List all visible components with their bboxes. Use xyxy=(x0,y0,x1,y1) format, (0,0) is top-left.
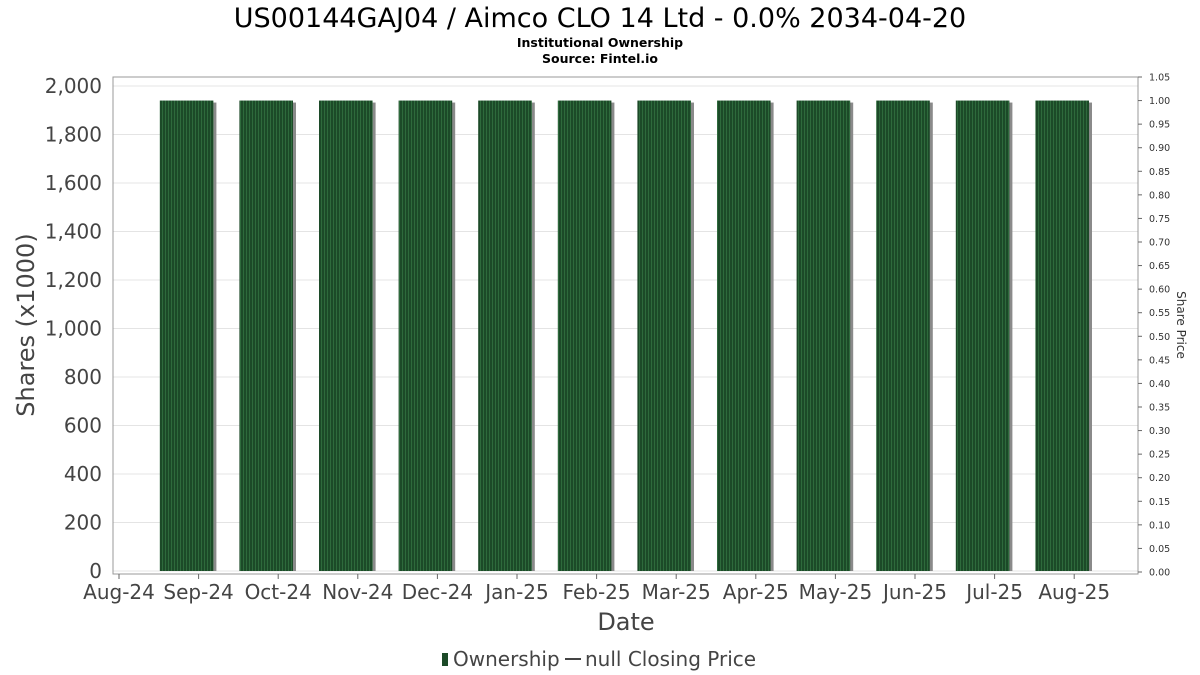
y2-tick-label: 0.30 xyxy=(1149,426,1170,437)
x-tick-label: Apr-25 xyxy=(723,580,789,604)
y2-axis-title: Share Price xyxy=(1174,291,1188,359)
y-tick-label: 200 xyxy=(64,511,102,535)
ownership-bar xyxy=(955,100,1010,572)
y-tick-label: 1,400 xyxy=(45,220,102,244)
y2-tick-label: 0.00 xyxy=(1149,568,1170,579)
y2-tick-label: 0.85 xyxy=(1149,167,1170,178)
ownership-bar xyxy=(637,100,691,572)
x-tick-label: Jan-25 xyxy=(483,580,549,604)
y2-tick-label: 0.65 xyxy=(1149,261,1170,272)
y-tick-label: 2,000 xyxy=(45,74,102,98)
y2-tick-label: 0.95 xyxy=(1149,120,1170,131)
y2-tick-label: 0.60 xyxy=(1149,285,1170,296)
x-tick-label: Oct-24 xyxy=(245,580,312,604)
x-tick-label: Nov-24 xyxy=(322,580,393,604)
y-axis-title: Shares (x1000) xyxy=(12,233,40,416)
plot-frame xyxy=(112,76,1139,575)
y-tick-label: 1,800 xyxy=(45,123,102,147)
x-tick-label: Sep-24 xyxy=(163,580,233,604)
x-tick-label: Aug-24 xyxy=(83,580,155,604)
bars-layer xyxy=(159,100,1092,572)
x-tick-label: Dec-24 xyxy=(402,580,473,604)
y-tick-label: 400 xyxy=(64,462,102,486)
y2-tick-label: 0.70 xyxy=(1149,238,1170,249)
y-tick-label: 1,600 xyxy=(45,171,102,195)
y-tick-label: 0 xyxy=(89,559,102,583)
ownership-bar xyxy=(319,100,373,572)
y2-tick-label: 0.25 xyxy=(1149,450,1170,461)
y2-tick-label: 0.80 xyxy=(1149,190,1170,201)
y-tick-label: 800 xyxy=(64,365,102,389)
legend: Ownership null Closing Price xyxy=(442,647,756,671)
x-axis-ticks: Aug-24 Sep-24 Oct-24 Nov-24 Dec-24 Jan-25 Feb-… xyxy=(83,574,1110,604)
ownership-bar xyxy=(398,100,453,572)
x-axis-title: Date xyxy=(597,608,654,636)
y2-tick-label: 0.10 xyxy=(1149,520,1170,531)
ownership-bar xyxy=(159,100,214,572)
y2-tick-label: 0.45 xyxy=(1149,355,1170,366)
legend-item-closing-price: null Closing Price xyxy=(585,647,756,671)
x-tick-label: Mar-25 xyxy=(642,580,711,604)
ownership-bar xyxy=(717,100,771,572)
ownership-bar xyxy=(557,100,612,572)
y2-tick-label: 0.50 xyxy=(1149,332,1170,343)
y-axis-ticks: 0 200 400 600 800 1,000 1,200 1,400 1,600 1,800 2,… xyxy=(45,74,102,583)
x-tick-label: Aug-25 xyxy=(1038,580,1110,604)
y2-tick-label: 1.05 xyxy=(1149,73,1170,84)
ownership-bar xyxy=(239,100,293,572)
y-tick-label: 1,200 xyxy=(45,268,102,292)
ownership-bar xyxy=(876,100,930,572)
legend-bar-swatch xyxy=(442,653,448,666)
y-tick-label: 1,000 xyxy=(45,317,102,341)
y2-tick-label: 0.15 xyxy=(1149,497,1170,508)
y2-tick-label: 0.75 xyxy=(1149,214,1170,225)
chart-title: US00144GAJ04 / Aimco CLO 14 Ltd - 0.0% 2… xyxy=(234,3,966,34)
y2-tick-label: 1.00 xyxy=(1149,96,1170,107)
x-tick-label: Jul-25 xyxy=(964,580,1023,604)
ownership-bar xyxy=(478,100,532,572)
ownership-bar xyxy=(1035,100,1089,572)
y2-axis-ticks: 0.00 0.05 0.10 0.15 0.20 0.25 0.30 0.35 0.40 0.45… xyxy=(1138,73,1170,579)
chart-subtitle-line-1: Institutional Ownership xyxy=(517,35,683,50)
y2-tick-label: 0.55 xyxy=(1149,308,1170,319)
y2-tick-label: 0.20 xyxy=(1149,473,1170,484)
x-tick-label: Feb-25 xyxy=(563,580,631,604)
legend-item-ownership: Ownership xyxy=(453,647,560,671)
ownership-bar xyxy=(796,100,851,572)
y-tick-label: 600 xyxy=(64,414,102,438)
y2-tick-label: 0.40 xyxy=(1149,379,1170,390)
y2-tick-label: 0.05 xyxy=(1149,544,1170,555)
chart-subtitle-line-2: Source: Fintel.io xyxy=(542,51,658,66)
y2-tick-label: 0.90 xyxy=(1149,143,1170,154)
x-tick-label: May-25 xyxy=(799,580,873,604)
x-tick-label: Jun-25 xyxy=(881,580,947,604)
y2-tick-label: 0.35 xyxy=(1149,403,1170,414)
